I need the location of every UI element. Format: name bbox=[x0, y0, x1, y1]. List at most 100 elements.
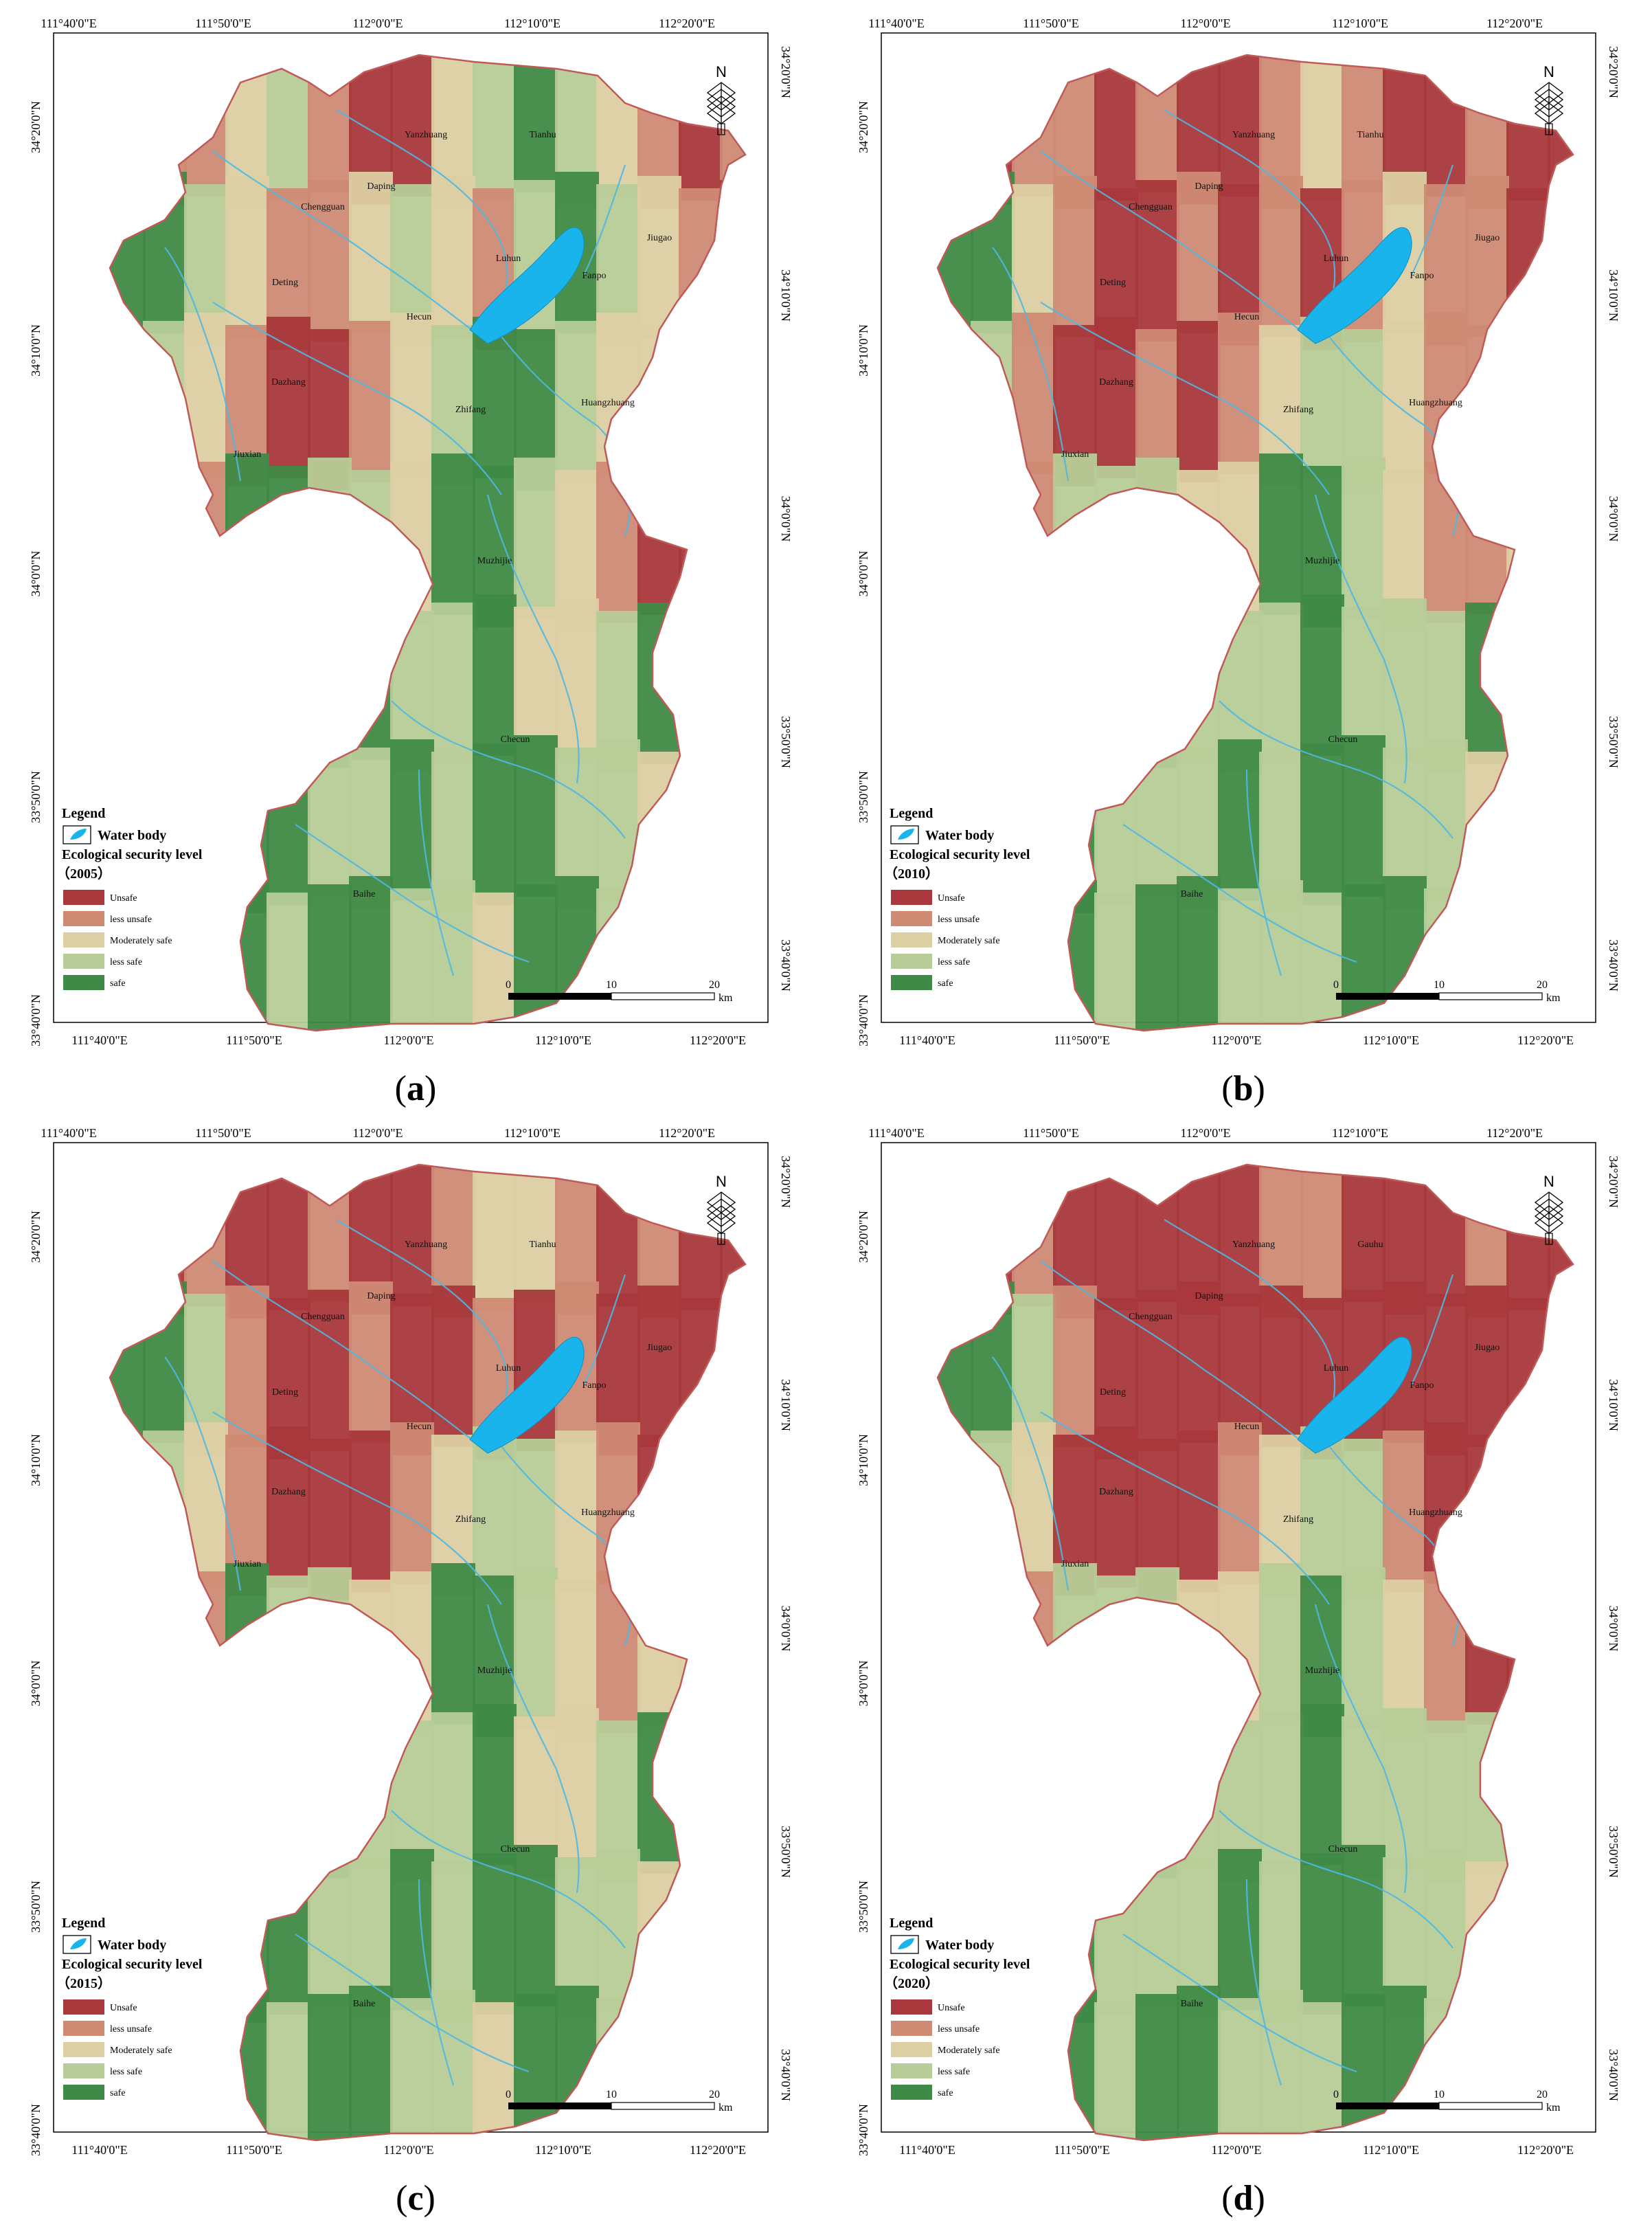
place-label: Zhifang bbox=[455, 405, 486, 415]
latitude-tick-left: 33°50'0"N bbox=[29, 1881, 43, 1933]
river bbox=[992, 247, 1070, 482]
scale-label: 0 bbox=[506, 2089, 511, 2100]
place-label: Muzhijie bbox=[477, 1666, 512, 1676]
zone-moderately-safe bbox=[1300, 55, 1344, 201]
legend-swatch-less-unsafe bbox=[891, 2021, 932, 2036]
zone-safe bbox=[514, 735, 558, 897]
river bbox=[1245, 1879, 1282, 2086]
scale-unit: km bbox=[718, 2102, 733, 2114]
river bbox=[1314, 494, 1407, 784]
zone-safe bbox=[1218, 739, 1262, 901]
longitude-tick-top: 111°50'0"E bbox=[195, 1126, 251, 1140]
latitude-tick-right: 33°40'0"N bbox=[779, 2049, 793, 2101]
zone-less-safe bbox=[184, 888, 228, 1031]
legend-label-less-unsafe: less unsafe bbox=[110, 2024, 152, 2034]
longitude-tick-bottom: 112°20'0"E bbox=[1517, 1033, 1574, 1047]
zone-safe bbox=[1259, 453, 1303, 615]
zone-moderately-safe bbox=[1506, 466, 1550, 627]
place-label: Luhun bbox=[496, 1363, 521, 1374]
place-label: Luhun bbox=[1324, 254, 1349, 264]
latitude-tick-left: 33°50'0"N bbox=[857, 1881, 870, 1933]
place-label: Jiugao bbox=[1475, 233, 1500, 243]
legend-water-body: Water body bbox=[925, 828, 994, 843]
zone-less-safe bbox=[1135, 458, 1179, 619]
zone-less-unsafe bbox=[1300, 1165, 1344, 1310]
zone-less-unsafe bbox=[1342, 55, 1385, 192]
zone-safe bbox=[308, 1994, 352, 2140]
legend-label-unsafe: Unsafe bbox=[110, 2003, 137, 2013]
legend-label-safe: safe bbox=[110, 2088, 126, 2098]
place-label: Baihe bbox=[353, 889, 376, 899]
river bbox=[1219, 1810, 1453, 1949]
place-label: Jiugao bbox=[647, 1343, 672, 1353]
zone-unsafe bbox=[110, 1165, 146, 1302]
zone-unsafe bbox=[637, 1435, 681, 1596]
zone-safe bbox=[473, 317, 517, 478]
zone-safe bbox=[431, 1563, 475, 1725]
legend-swatch-less-safe bbox=[891, 954, 932, 969]
longitude-tick-bottom: 111°50'0"E bbox=[226, 1033, 282, 1047]
zone-less-safe bbox=[1506, 743, 1550, 905]
zone-less-safe bbox=[267, 1576, 310, 1737]
place-label: Muzhijie bbox=[1305, 556, 1340, 566]
zone-less-unsafe bbox=[184, 462, 228, 623]
zone-unsafe bbox=[720, 1290, 745, 1451]
legend-swatch-less-unsafe bbox=[63, 911, 104, 926]
legend-swatch-less-safe bbox=[891, 2063, 932, 2078]
zone-less-safe bbox=[1259, 1712, 1303, 1874]
zone-less-safe bbox=[1465, 1712, 1509, 1874]
zone-safe bbox=[1135, 607, 1179, 768]
zone-less-safe bbox=[1053, 1712, 1097, 1874]
zone-less-safe bbox=[1094, 1853, 1138, 2015]
zone-less-unsafe bbox=[143, 55, 187, 205]
latitude-tick-right: 34°10'0"N bbox=[1607, 1379, 1620, 1431]
zone-safe bbox=[555, 1986, 599, 2140]
zone-safe bbox=[1548, 735, 1573, 897]
zone-safe bbox=[143, 1281, 187, 1443]
zone-less-safe bbox=[1053, 1563, 1097, 1725]
longitude-tick-top: 112°0'0"E bbox=[1180, 16, 1230, 30]
zone-safe bbox=[720, 1845, 745, 2006]
latitude-tick-left: 33°40'0"N bbox=[29, 994, 43, 1046]
zone-less-unsafe bbox=[184, 1571, 228, 1733]
scale-unit: km bbox=[1546, 2102, 1561, 2114]
zone-less-unsafe bbox=[720, 329, 745, 491]
study-area-boundary bbox=[109, 54, 747, 1032]
place-label: Jiugao bbox=[647, 233, 672, 243]
zone-moderately-safe bbox=[555, 1431, 599, 1592]
zone-less-unsafe bbox=[1218, 313, 1262, 474]
zone-less-safe bbox=[184, 611, 228, 772]
zone-less-unsafe bbox=[1053, 1286, 1097, 1447]
zone-safe bbox=[267, 1704, 310, 1865]
zone-less-safe bbox=[596, 1998, 640, 2140]
longitude-tick-top: 112°20'0"E bbox=[659, 1126, 715, 1140]
zone-unsafe bbox=[308, 1290, 352, 1451]
zone-less-safe bbox=[971, 598, 1015, 760]
zone-unsafe bbox=[679, 1426, 723, 1588]
zone-moderately-safe bbox=[1465, 1861, 1509, 2023]
latitude-tick-right: 34°10'0"N bbox=[779, 269, 793, 322]
place-label: Yanzhuang bbox=[1232, 130, 1275, 140]
legend-label-less-safe: less safe bbox=[938, 2067, 970, 2077]
zone-less-safe bbox=[637, 1990, 681, 2140]
zone-moderately-safe bbox=[225, 176, 269, 337]
place-label: Jiugao bbox=[1475, 1343, 1500, 1353]
zone-unsafe bbox=[1094, 1426, 1138, 1588]
legend: Legend Water body Ecological security leve… bbox=[56, 806, 203, 990]
legend-label-less-safe: less safe bbox=[110, 957, 142, 967]
zone-unsafe bbox=[720, 180, 745, 341]
zone-less-unsafe bbox=[1012, 462, 1056, 623]
place-label: Muzhijie bbox=[1305, 1666, 1340, 1676]
longitude-tick-top: 112°10'0"E bbox=[504, 16, 561, 30]
zone-moderately-safe bbox=[390, 313, 434, 474]
longitude-tick-bottom: 112°0'0"E bbox=[1211, 2143, 1261, 2157]
zone-unsafe bbox=[938, 458, 973, 619]
zone-safe bbox=[1342, 1845, 1385, 2006]
legend-water-body: Water body bbox=[98, 1938, 166, 1953]
place-label: Tianhu bbox=[529, 1240, 556, 1250]
zone-moderately-safe bbox=[1177, 1580, 1221, 1741]
legend-label-safe: safe bbox=[938, 978, 953, 989]
latitude-tick-left: 33°40'0"N bbox=[857, 994, 870, 1046]
